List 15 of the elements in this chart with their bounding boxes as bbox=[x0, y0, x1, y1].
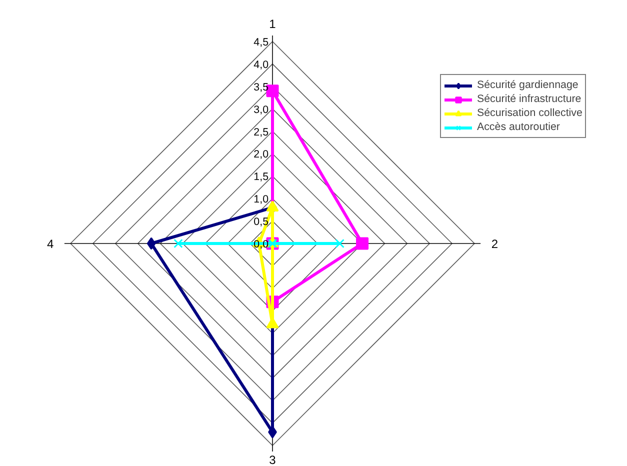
y-tick-label: 1,0 bbox=[254, 194, 269, 206]
y-tick-label: 3,0 bbox=[254, 104, 269, 116]
spoke-label: 1 bbox=[269, 16, 276, 31]
y-tick-label: 2,0 bbox=[254, 148, 269, 161]
y-tick-label: 4,0 bbox=[254, 58, 269, 71]
legend-label: Accès autoroutier bbox=[477, 120, 560, 134]
spoke-label: 4 bbox=[46, 237, 54, 251]
legend-label: Sécurisation collective bbox=[477, 106, 582, 120]
spoke-label: 3 bbox=[269, 453, 276, 466]
legend-label: Sécurité gardiennage bbox=[477, 78, 578, 92]
y-tick-label: 1,5 bbox=[254, 171, 269, 184]
spoke-label: 2 bbox=[491, 237, 498, 251]
y-tick-label: 2,5 bbox=[254, 126, 269, 138]
legend-label: Sécurité infrastructure bbox=[477, 92, 582, 106]
y-tick-label: 4,5 bbox=[254, 36, 269, 48]
